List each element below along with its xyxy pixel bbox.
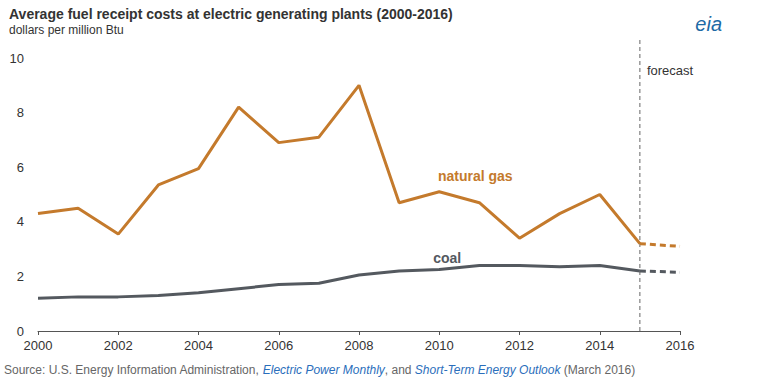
svg-text:dollars per million Btu: dollars per million Btu: [9, 23, 124, 37]
svg-text:Short-Term Energy Outlook: Short-Term Energy Outlook: [415, 363, 562, 377]
svg-text:2010: 2010: [425, 338, 454, 353]
svg-text:2008: 2008: [345, 338, 374, 353]
svg-text:4: 4: [17, 214, 24, 229]
svg-text:2004: 2004: [184, 338, 213, 353]
svg-text:, and: , and: [385, 363, 415, 377]
svg-text:2002: 2002: [104, 338, 133, 353]
svg-text:eia: eia: [695, 13, 722, 35]
svg-text:forecast: forecast: [647, 63, 694, 78]
svg-text:6: 6: [17, 160, 24, 175]
svg-text:Average fuel receipt costs at: Average fuel receipt costs at electric g…: [9, 6, 453, 22]
svg-text:natural gas: natural gas: [438, 168, 513, 184]
svg-text:(March 2016): (March 2016): [560, 363, 635, 377]
svg-text:2: 2: [17, 269, 24, 284]
svg-text:2014: 2014: [585, 338, 614, 353]
svg-text:0: 0: [17, 324, 24, 339]
svg-text:Electric Power Monthly: Electric Power Monthly: [263, 363, 386, 377]
svg-text:coal: coal: [433, 250, 461, 266]
svg-text:8: 8: [17, 105, 24, 120]
svg-text:2006: 2006: [264, 338, 293, 353]
svg-text:2000: 2000: [24, 338, 53, 353]
svg-text:10: 10: [10, 51, 24, 66]
svg-text:Source: U.S. Energy Informatio: Source: U.S. Energy Information Administ…: [4, 363, 262, 377]
svg-text:2012: 2012: [505, 338, 534, 353]
svg-text:2016: 2016: [666, 338, 695, 353]
